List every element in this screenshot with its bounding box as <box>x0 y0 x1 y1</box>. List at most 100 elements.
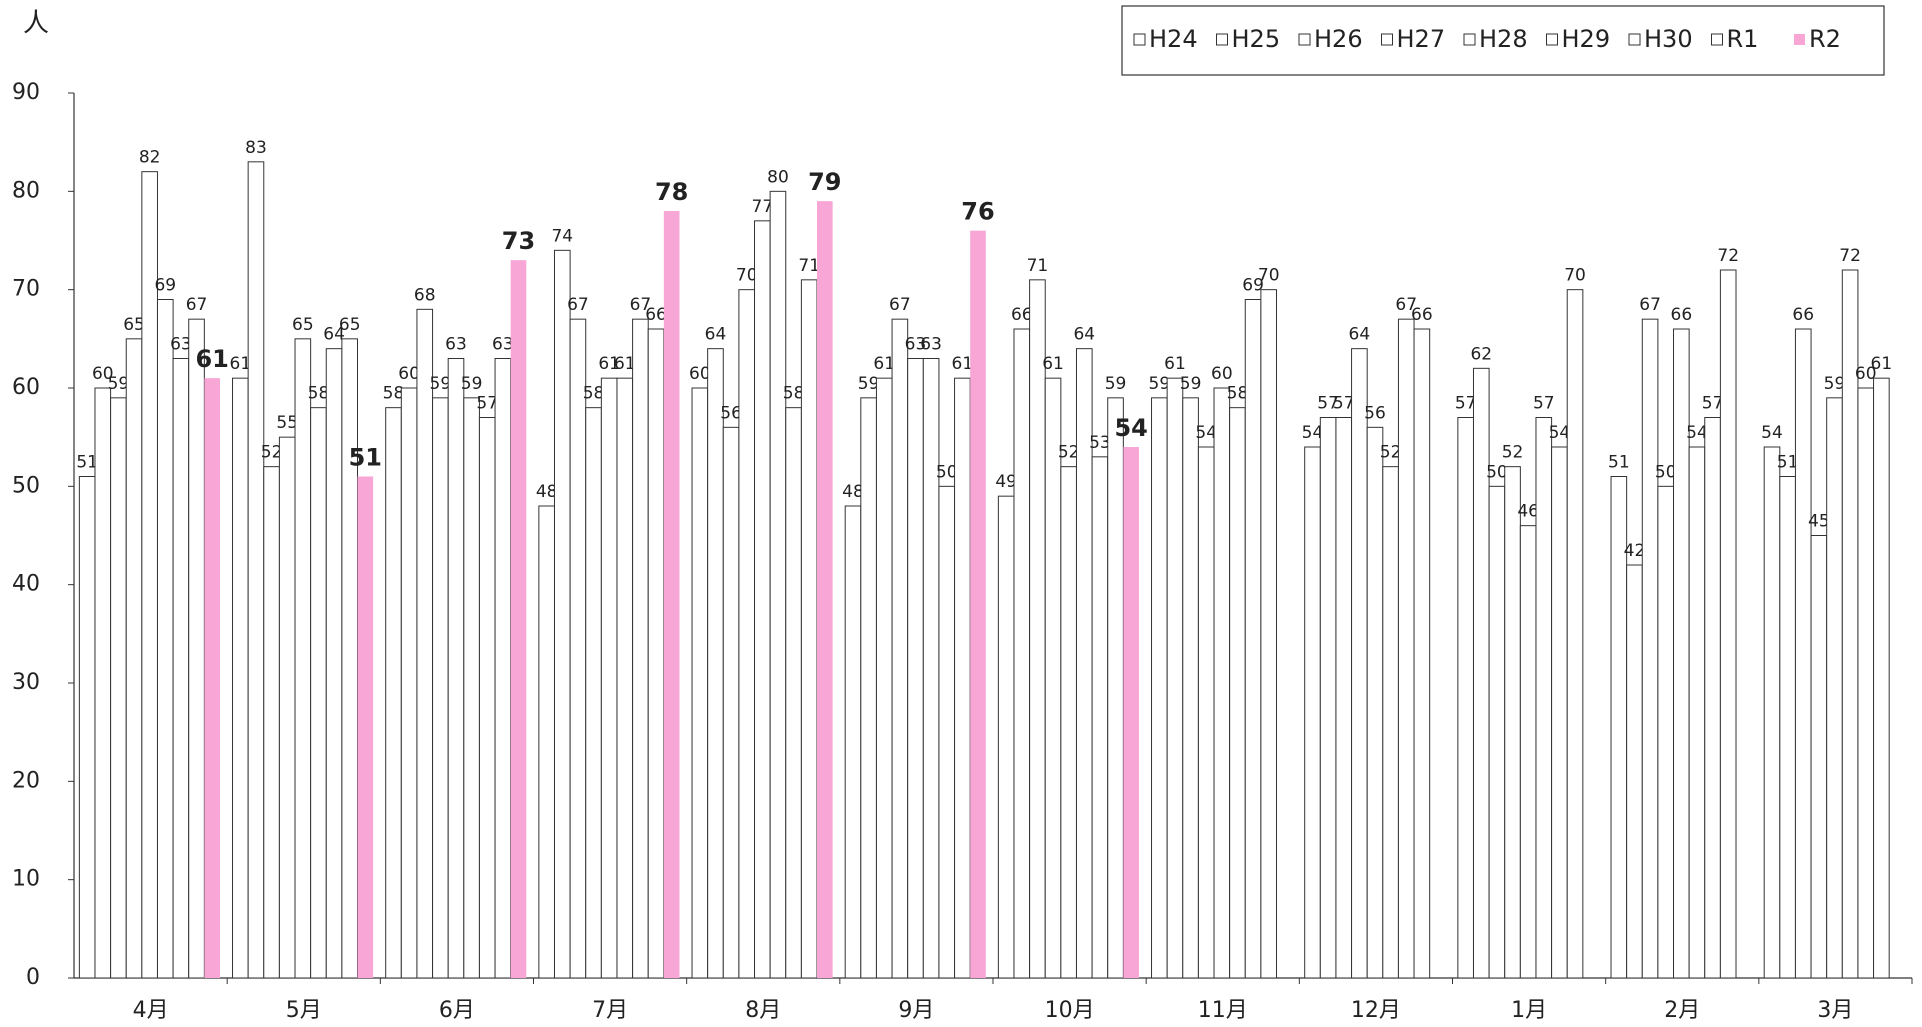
bar <box>110 397 127 979</box>
bar <box>432 397 449 979</box>
legend-label: H25 <box>1232 25 1281 53</box>
value-label: 59 <box>1149 374 1171 394</box>
bar <box>1166 377 1184 979</box>
legend-marker <box>1298 33 1311 46</box>
x-tick-label: 8月 <box>745 998 781 1023</box>
value-label: 51 <box>1777 453 1799 473</box>
x-tick-label: 7月 <box>592 998 628 1023</box>
x-tick-label: 10月 <box>1045 998 1095 1023</box>
bar <box>538 505 555 979</box>
value-label: 72 <box>1839 246 1861 266</box>
bar <box>1351 348 1368 979</box>
value-label: 46 <box>1517 502 1539 522</box>
bar <box>754 220 771 979</box>
value-label: 64 <box>705 325 727 345</box>
value-label: 74 <box>551 226 573 246</box>
value-label: 56 <box>720 403 742 423</box>
bar <box>156 299 174 979</box>
value-label: 59 <box>461 374 483 394</box>
value-label: 57 <box>1317 394 1339 414</box>
value-label: 60 <box>92 364 114 384</box>
value-label: 73 <box>502 227 535 255</box>
bar <box>1029 279 1046 979</box>
y-tick-label: 60 <box>12 375 40 400</box>
bar <box>1535 417 1553 979</box>
bar <box>1366 426 1384 979</box>
y-axis-label: 人 <box>23 9 49 39</box>
bar <box>78 476 96 979</box>
bar <box>278 436 296 979</box>
bar <box>1335 417 1353 979</box>
legend-marker <box>1711 33 1723 46</box>
value-label: 60 <box>689 364 711 384</box>
value-label: 52 <box>1380 443 1402 463</box>
value-label: 51 <box>76 453 98 473</box>
value-label: 78 <box>655 178 688 206</box>
bar <box>357 476 374 978</box>
value-label: 70 <box>1258 266 1280 286</box>
value-label: 48 <box>536 482 558 502</box>
value-label: 52 <box>1058 443 1080 463</box>
value-label: 58 <box>1227 384 1249 404</box>
value-label: 57 <box>1702 394 1724 414</box>
bar <box>1566 289 1584 979</box>
value-label: 67 <box>567 295 589 315</box>
bar <box>1626 564 1643 979</box>
value-label: 66 <box>1011 305 1033 325</box>
x-tick-label: 3月 <box>1817 998 1853 1023</box>
bar <box>1060 466 1077 979</box>
value-label: 83 <box>245 138 267 158</box>
bar <box>400 387 418 979</box>
value-label: 54 <box>1686 423 1708 443</box>
value-label: 50 <box>1655 462 1677 482</box>
value-label: 68 <box>414 285 436 305</box>
value-label: 42 <box>1624 541 1646 561</box>
bar <box>1044 377 1062 979</box>
value-label: 63 <box>920 335 942 355</box>
legend-marker <box>1216 33 1228 46</box>
legend-label: H30 <box>1644 25 1693 53</box>
bar <box>632 318 649 979</box>
bar <box>1382 466 1399 979</box>
value-label: 52 <box>261 443 283 463</box>
value-label: 61 <box>598 354 620 374</box>
bar <box>722 426 740 979</box>
x-tick-label: 4月 <box>133 998 169 1023</box>
value-label: 48 <box>842 482 864 502</box>
value-label: 67 <box>186 295 208 315</box>
bar <box>663 211 680 978</box>
value-label: 69 <box>154 276 176 296</box>
bar <box>707 348 724 979</box>
bar <box>232 377 249 979</box>
bar <box>463 397 480 979</box>
legend-label: H24 <box>1149 25 1198 53</box>
value-label: 70 <box>736 266 758 286</box>
value-label: 50 <box>936 462 958 482</box>
x-tick-label: 1月 <box>1511 998 1547 1023</box>
value-label: 82 <box>139 148 161 168</box>
bar <box>1197 446 1215 979</box>
y-tick-label: 40 <box>12 572 40 597</box>
bar <box>1397 318 1415 979</box>
value-label: 54 <box>1302 423 1324 443</box>
bar <box>1457 417 1474 979</box>
bar <box>1794 328 1812 979</box>
value-label: 60 <box>1855 364 1877 384</box>
value-label: 50 <box>1486 462 1508 482</box>
legend-marker <box>1381 33 1393 46</box>
value-label: 61 <box>614 354 636 374</box>
value-label: 66 <box>1671 305 1693 325</box>
bar <box>1319 417 1337 979</box>
x-tick-label: 12月 <box>1351 998 1401 1023</box>
bar <box>447 358 465 979</box>
value-label: 52 <box>1502 443 1524 463</box>
bar <box>585 407 602 979</box>
legend-label: H28 <box>1479 25 1528 53</box>
bar <box>891 318 909 979</box>
bar <box>938 485 956 979</box>
bar <box>1488 485 1506 979</box>
value-label: 61 <box>1871 354 1893 374</box>
legend-label: H29 <box>1562 25 1611 53</box>
bar <box>385 407 402 979</box>
value-label: 60 <box>1211 364 1233 384</box>
